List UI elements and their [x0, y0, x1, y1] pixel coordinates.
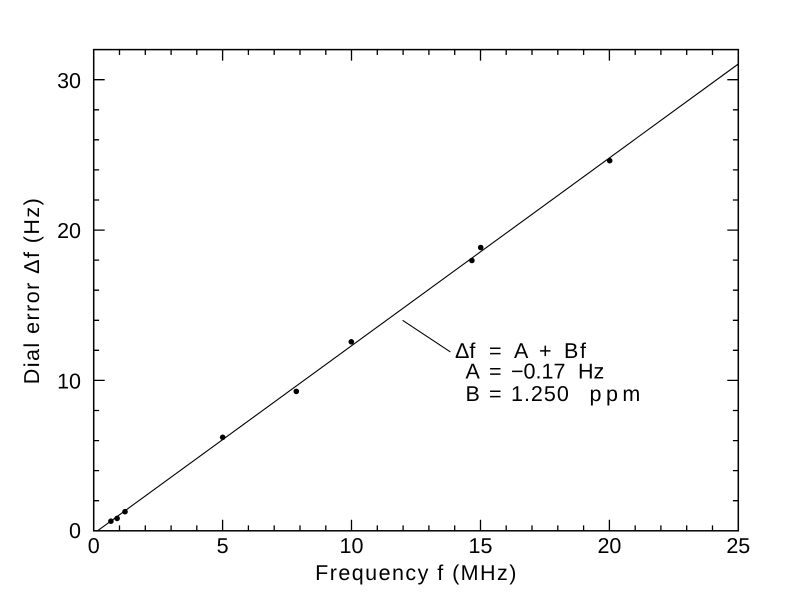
- svg-text:10: 10: [57, 370, 81, 394]
- svg-text:Hz: Hz: [578, 360, 604, 384]
- svg-text:B: B: [466, 382, 480, 406]
- svg-text:15: 15: [469, 534, 493, 558]
- svg-text:B: B: [564, 339, 578, 363]
- svg-text:20: 20: [597, 534, 621, 558]
- svg-text:+: +: [539, 339, 552, 363]
- svg-text:25: 25: [726, 534, 750, 558]
- svg-text:0: 0: [88, 534, 100, 558]
- svg-text:=: =: [489, 360, 502, 384]
- svg-text:0: 0: [69, 519, 81, 543]
- svg-text:=: =: [489, 339, 502, 363]
- svg-text:ppm: ppm: [590, 382, 645, 406]
- svg-text:1.250: 1.250: [511, 382, 570, 406]
- svg-text:Frequency f (MHz): Frequency f (MHz): [315, 561, 518, 585]
- svg-text:−0.17: −0.17: [511, 360, 565, 384]
- svg-text:f: f: [580, 339, 586, 363]
- svg-text:20: 20: [57, 219, 81, 243]
- svg-text:10: 10: [340, 534, 364, 558]
- svg-text:A: A: [466, 360, 481, 384]
- svg-text:Δf: Δf: [455, 339, 475, 363]
- svg-text:Dial error Δf (Hz): Dial error Δf (Hz): [20, 197, 44, 384]
- svg-text:A: A: [514, 339, 529, 363]
- svg-text:=: =: [489, 382, 502, 406]
- svg-text:30: 30: [57, 69, 81, 93]
- svg-text:5: 5: [217, 534, 229, 558]
